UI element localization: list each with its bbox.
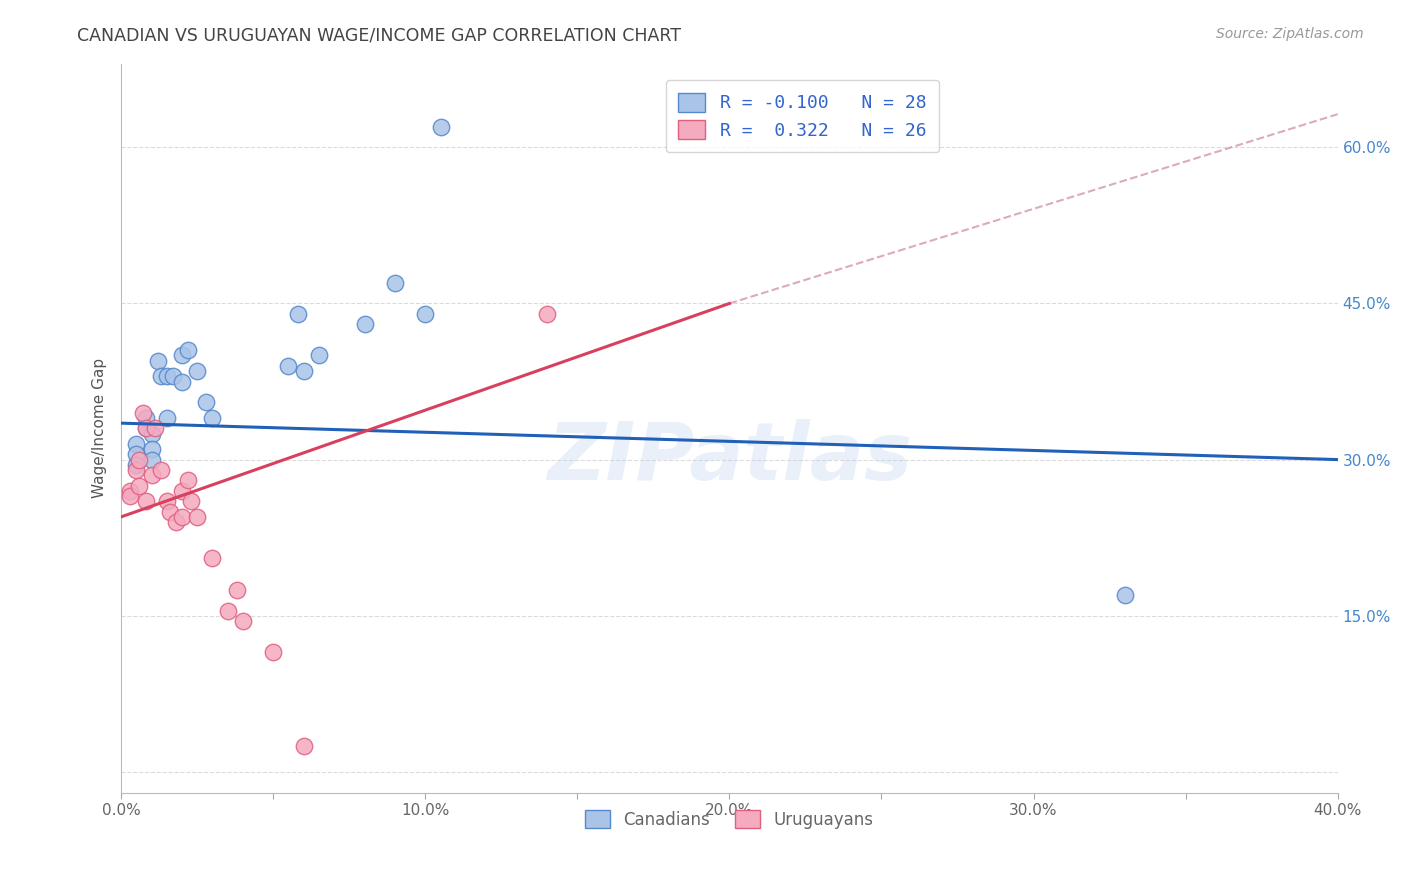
Point [415,307,437,321]
Point [195,395,218,409]
Point [128,478,150,492]
Point [120,483,142,498]
Point [131,406,153,420]
Point [141,426,163,441]
Point [384,276,406,290]
Point [170,483,193,498]
Point [201,551,224,566]
Point [292,739,315,753]
Point [159,505,181,519]
Y-axis label: Wage/Income Gap: Wage/Income Gap [93,359,107,499]
Point [170,509,193,524]
Point [180,494,202,508]
Point [170,375,193,389]
Point [125,458,148,472]
Point [201,411,224,425]
Point [308,349,330,363]
Point [287,307,309,321]
Point [177,474,200,488]
Point [146,353,169,368]
Point [186,364,208,378]
Point [149,369,172,384]
Point [170,349,193,363]
Point [177,343,200,358]
Point [141,468,163,483]
Point [141,442,163,457]
Point [292,364,315,378]
Point [217,603,239,617]
Point [353,318,375,332]
Point [225,582,247,597]
Point [165,515,187,529]
Point [536,307,558,321]
Text: CANADIAN VS URUGUAYAN WAGE/INCOME GAP CORRELATION CHART: CANADIAN VS URUGUAYAN WAGE/INCOME GAP CO… [77,27,682,45]
Point [156,494,179,508]
Point [120,489,142,503]
Point [125,437,148,451]
Point [141,452,163,467]
Point [125,447,148,461]
Point [1114,588,1136,602]
Point [429,120,451,134]
Point [135,494,157,508]
Point [125,463,148,477]
Legend: Canadians, Uruguayans: Canadians, Uruguayans [578,804,880,835]
Point [135,411,157,425]
Point [135,421,157,435]
Point [186,509,208,524]
Point [277,359,299,373]
Point [135,421,157,435]
Point [262,645,284,659]
Point [162,369,184,384]
Point [156,369,179,384]
Point [128,452,150,467]
Point [143,421,166,435]
Text: Source: ZipAtlas.com: Source: ZipAtlas.com [1216,27,1364,41]
Point [232,614,254,628]
Point [156,411,179,425]
Point [149,463,172,477]
Text: ZIPatlas: ZIPatlas [547,418,912,497]
